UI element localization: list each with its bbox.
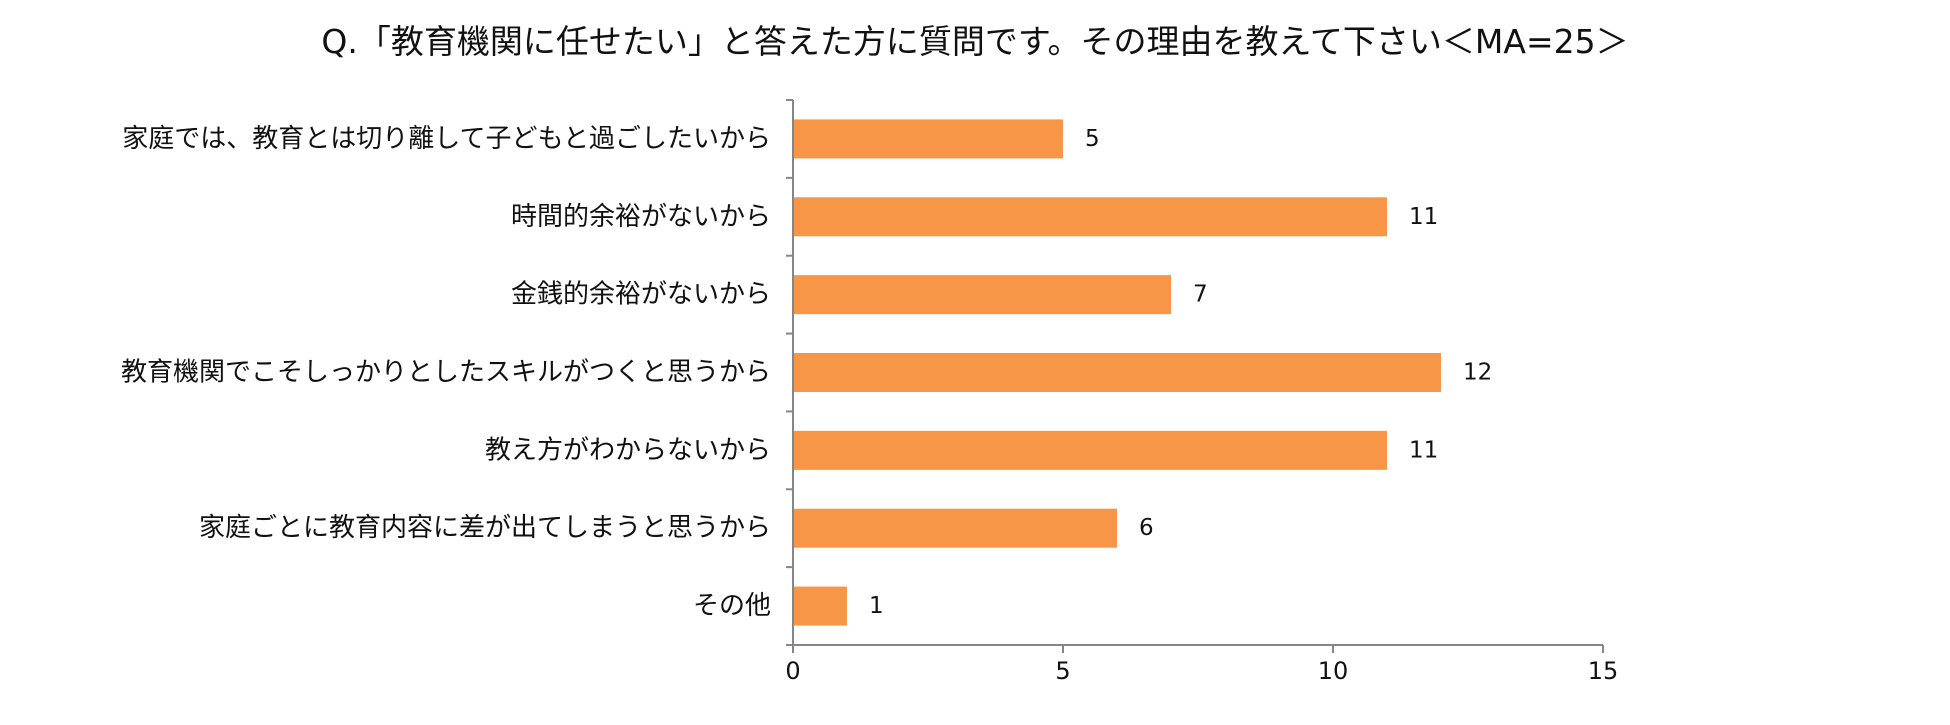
axes-layer	[786, 99, 1604, 653]
bar-5	[793, 430, 1387, 470]
bar-2	[793, 197, 1387, 237]
data-label-1: 5	[1085, 126, 1100, 152]
labels-layer: 家庭では、教育とは切り離して子どもと過ごしたいから 5 時間的余裕がないから 11 金銭…	[121, 124, 1618, 685]
tick-label-3: 15	[1588, 657, 1619, 685]
category-label-3: 金銭的余裕がないから	[511, 280, 771, 310]
data-label-7: 1	[869, 593, 884, 619]
chart-title: Q.「教育機関に任せたい」と答えた方に質問です。その理由を教えて下さい＜MA=2…	[321, 22, 1629, 61]
bar-7	[793, 586, 847, 626]
bar-4	[793, 353, 1441, 392]
category-label-2: 時間的余裕がないから	[511, 202, 771, 232]
data-label-5: 11	[1409, 437, 1438, 463]
data-label-3: 7	[1193, 282, 1208, 308]
category-label-6: 家庭ごとに教育内容に差が出てしまうと思うから	[199, 513, 771, 543]
category-label-5: 教え方がわからないから	[485, 435, 771, 465]
tick-label-1: 5	[1055, 657, 1070, 685]
bars-layer	[793, 119, 1441, 626]
data-label-6: 6	[1139, 515, 1154, 541]
data-label-2: 11	[1409, 204, 1438, 230]
bar-6	[793, 508, 1117, 548]
bar-3	[793, 275, 1171, 315]
category-label-1: 家庭では、教育とは切り離して子どもと過ごしたいから	[122, 124, 771, 154]
data-label-4: 12	[1463, 360, 1492, 386]
tick-label-2: 10	[1318, 657, 1349, 685]
tick-label-0: 0	[785, 657, 800, 685]
bar-1	[793, 119, 1063, 159]
category-label-4: 教育機関でこそしっかりとしたスキルがつくと思うから	[121, 358, 771, 388]
category-label-7: その他	[693, 591, 771, 621]
